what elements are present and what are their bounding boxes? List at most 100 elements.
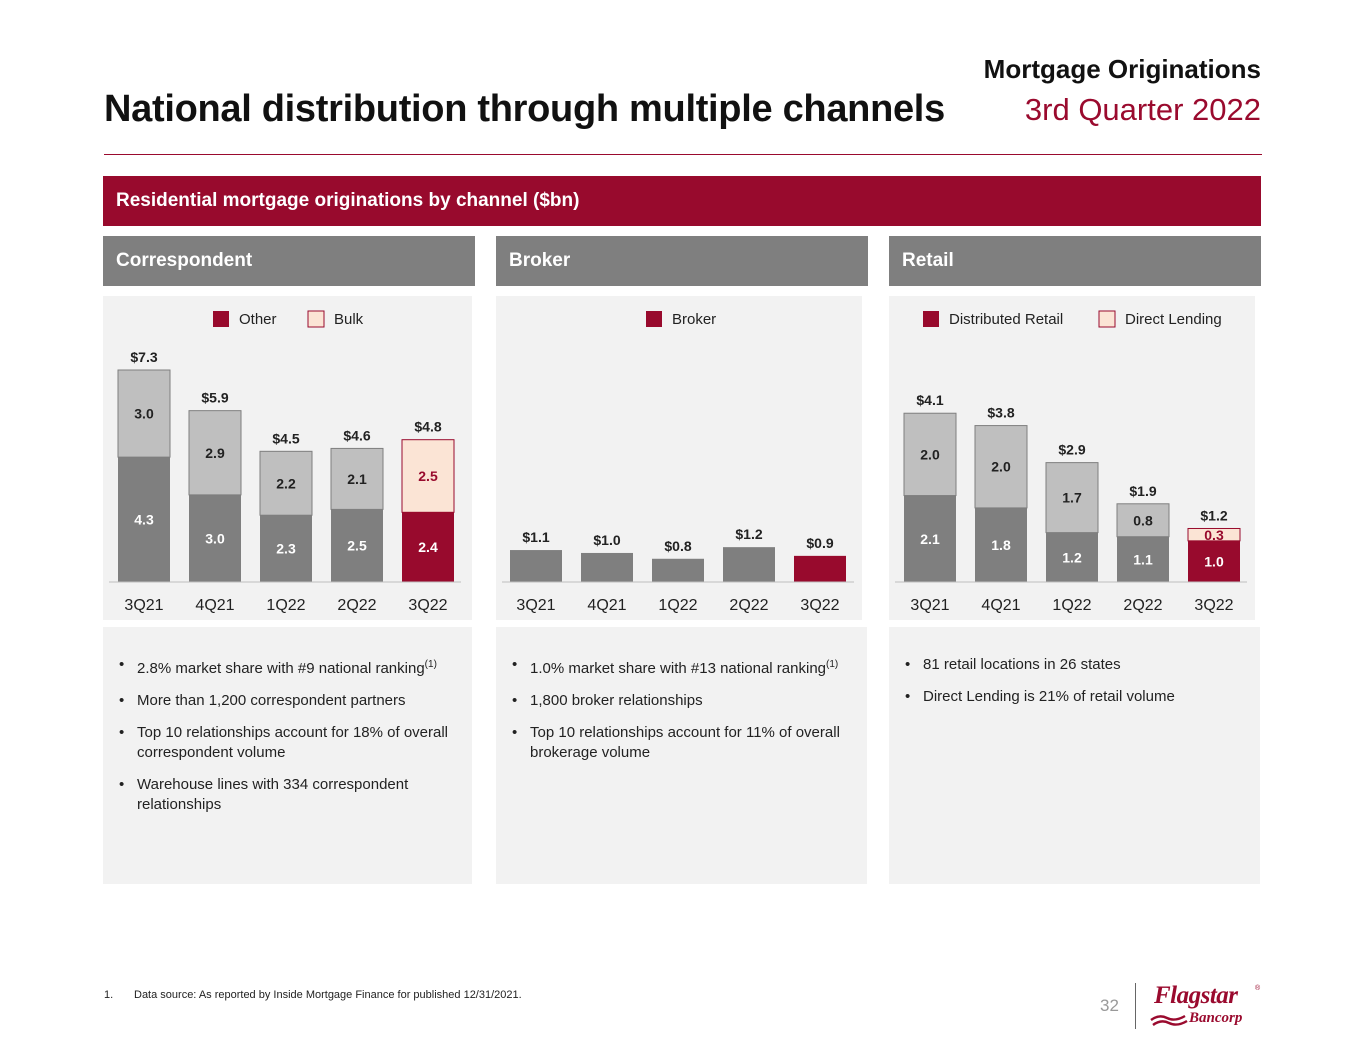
x-tick-label: 4Q21 <box>195 597 234 614</box>
bar-segment <box>510 550 562 582</box>
retail-chart-panel: Distributed Retail Direct Lending 2.1 2.0 $4… <box>889 296 1255 620</box>
bar-segment <box>402 512 454 582</box>
bullet-item: Direct Lending is 21% of retail volume <box>905 687 1250 707</box>
legend-label: Direct Lending <box>1125 311 1222 328</box>
period-label: 3rd Quarter 2022 <box>1024 92 1261 127</box>
registered-mark-icon: ® <box>1255 985 1261 992</box>
bar-segment <box>260 515 312 582</box>
bar-segment <box>331 509 383 582</box>
flagstar-logo: Flagstar ® Bancorp <box>1149 982 1265 1030</box>
section-banner: Residential mortgage originations by cha… <box>103 176 1261 226</box>
bar-total-label: $0.8 <box>664 538 691 554</box>
bar-data-label: 4.3 <box>134 512 154 528</box>
bullet-item: 2.8% market share with #9 national ranki… <box>119 655 462 679</box>
x-tick-label: 3Q21 <box>124 597 163 614</box>
x-tick-label: 1Q22 <box>1052 597 1091 614</box>
bar-total-label: $4.6 <box>343 427 370 443</box>
bullet-item: Top 10 relationships account for 18% of … <box>119 723 462 763</box>
bar-data-label: 2.0 <box>991 459 1011 475</box>
bar-total-label: $5.9 <box>201 390 228 406</box>
bar-segment <box>401 439 455 513</box>
bar-total-label: $0.9 <box>806 535 833 551</box>
bar-total-label: $1.0 <box>593 532 620 548</box>
x-tick-label: 3Q21 <box>910 597 949 614</box>
bar-segment <box>904 495 956 582</box>
retail-heading: Retail <box>889 236 1261 286</box>
x-tick-label: 4Q21 <box>981 597 1020 614</box>
bar-segment <box>1116 503 1170 538</box>
x-tick-label: 3Q22 <box>800 597 839 614</box>
bar-segment <box>652 558 704 582</box>
legend-label: Bulk <box>334 311 364 328</box>
bar-segment <box>118 457 170 582</box>
bar-segment <box>117 369 171 458</box>
bar-segment <box>903 412 957 497</box>
bar-total-label: $7.3 <box>130 349 157 365</box>
x-tick-label: 3Q22 <box>408 597 447 614</box>
bullet-item: More than 1,200 correspondent partners <box>119 691 462 711</box>
bar-data-label: 2.1 <box>920 531 940 547</box>
legend-label: Other <box>239 311 277 328</box>
bar-total-label: $4.8 <box>414 419 441 435</box>
bar-segment <box>581 552 633 582</box>
correspondent-bullets: 2.8% market share with #9 national ranki… <box>103 627 472 815</box>
bar-segment <box>1117 536 1169 582</box>
broker-chart-panel: Broker $1.1 3Q21 $1.0 4Q21 $0.8 1Q22 $1.2 2Q22 $0… <box>496 296 862 620</box>
correspondent-notes: 2.8% market share with #9 national ranki… <box>103 627 472 884</box>
bar-segment <box>330 447 384 510</box>
bar-total-label: $4.1 <box>916 392 943 408</box>
bar-segment <box>259 450 313 516</box>
x-tick-label: 1Q22 <box>658 597 697 614</box>
section-title: Mortgage Originations <box>983 54 1261 84</box>
bar-data-label: 1.1 <box>1133 551 1153 567</box>
bar-total-label: $1.2 <box>1200 507 1227 523</box>
bar-data-label: 0.8 <box>1133 512 1153 528</box>
footnote-number: 1. <box>104 989 114 1001</box>
bar-total-label: $2.9 <box>1058 442 1085 458</box>
legend-label: Distributed Retail <box>949 311 1063 328</box>
bar-segment <box>975 507 1027 582</box>
bar-data-label: 2.0 <box>920 446 940 462</box>
bar-data-label: 1.7 <box>1062 490 1082 506</box>
bar-data-label: 0.3 <box>1204 527 1224 543</box>
bullet-item: 1,800 broker relationships <box>512 691 857 711</box>
footnote: 1. Data source: As reported by Inside Mor… <box>104 989 522 1001</box>
bar-data-label: 2.5 <box>347 538 367 554</box>
bar-segment <box>188 410 242 496</box>
retail-chart: Distributed Retail Direct Lending 2.1 2.0 $4… <box>895 310 1247 614</box>
correspondent-chart: Other Bulk 4.3 3.0 $7.3 3Q21 3.0 2.9 $5.9 4Q21 2.3… <box>109 310 461 614</box>
bar-total-label: $1.2 <box>735 526 762 542</box>
broker-notes: 1.0% market share with #13 national rank… <box>496 627 867 884</box>
bullet-item: Warehouse lines with 334 correspondent r… <box>119 775 462 815</box>
page-number: 32 <box>1100 996 1119 1015</box>
bar-data-label: 1.0 <box>1204 553 1224 569</box>
bar-data-label: 2.2 <box>276 475 296 491</box>
x-tick-label: 3Q22 <box>1194 597 1233 614</box>
bar-total-label: $1.9 <box>1129 483 1156 499</box>
bar-segment <box>723 547 775 582</box>
bullet-item: Top 10 relationships account for 11% of … <box>512 723 857 763</box>
broker-heading: Broker <box>496 236 868 286</box>
legend-swatch <box>923 311 939 327</box>
footnote-text: Data source: As reported by Inside Mortg… <box>134 989 522 1001</box>
legend-swatch <box>1098 310 1116 328</box>
correspondent-heading: Correspondent <box>103 236 475 286</box>
bar-data-label: 3.0 <box>134 406 154 422</box>
bar-data-label: 1.2 <box>1062 549 1082 565</box>
bar-total-label: $1.1 <box>522 529 549 545</box>
logo-name: Flagstar <box>1154 982 1238 1009</box>
bullet-item: 81 retail locations in 26 states <box>905 655 1250 675</box>
bar-segment <box>974 425 1028 509</box>
x-tick-label: 2Q22 <box>337 597 376 614</box>
logo-divider <box>1135 983 1136 1029</box>
flag-swoosh-icon <box>1150 1014 1188 1026</box>
title-divider <box>104 154 1262 155</box>
bar-data-label: 2.1 <box>347 471 367 487</box>
bar-data-label: 2.3 <box>276 541 296 557</box>
bar-total-label: $3.8 <box>987 405 1014 421</box>
retail-bullets: 81 retail locations in 26 states Direct … <box>889 627 1260 707</box>
x-tick-label: 2Q22 <box>1123 597 1162 614</box>
legend-swatch <box>213 311 229 327</box>
bar-data-label: 2.5 <box>418 468 438 484</box>
bar-data-label: 2.9 <box>205 445 225 461</box>
